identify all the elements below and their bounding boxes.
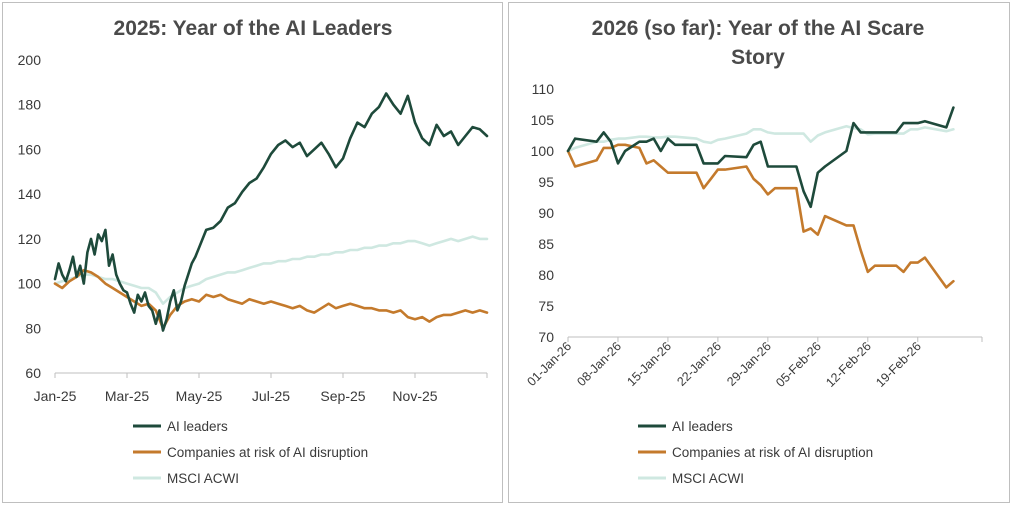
y-tick-label: 105 xyxy=(531,112,555,128)
legend-label-ai-leaders: AI leaders xyxy=(672,419,733,434)
chart-title-2025: 2025: Year of the AI Leaders xyxy=(114,17,393,40)
x-tick-label: Nov-25 xyxy=(392,388,437,404)
legend-label-msci: MSCI ACWI xyxy=(167,471,239,486)
legend-2026: AI leaders Companies at risk of AI disrup… xyxy=(638,419,873,486)
x-tick-label: Mar-25 xyxy=(105,388,150,404)
y-tick-label: 100 xyxy=(531,143,555,159)
chart-panel-2025: 2025: Year of the AI Leaders 60 80 100 120 1… xyxy=(2,2,503,503)
y-tick-label: 200 xyxy=(18,52,42,68)
x-tick-label: Jul-25 xyxy=(252,388,290,404)
legend-2025: AI leaders Companies at risk of AI disrup… xyxy=(133,419,368,486)
plot-area-2025: 60 80 100 120 140 160 180 200 Jan-25 Mar-25 May-25… xyxy=(18,52,489,404)
y-tick-label: 120 xyxy=(18,231,42,247)
y-tick-label: 100 xyxy=(18,276,42,292)
y-tick-label: 80 xyxy=(25,320,41,336)
y-tick-label: 75 xyxy=(538,298,554,314)
series-line-ai-leaders xyxy=(53,92,489,332)
legend-label-ai-leaders: AI leaders xyxy=(167,419,228,434)
y-tick-label: 70 xyxy=(538,329,554,345)
legend-label-at-risk: Companies at risk of AI disruption xyxy=(672,445,873,460)
legend-label-msci: MSCI ACWI xyxy=(672,471,744,486)
y-tick-label: 90 xyxy=(538,205,554,221)
y-tick-label: 140 xyxy=(18,186,42,202)
series-line-ai-leaders xyxy=(566,106,955,209)
x-tick-label: May-25 xyxy=(176,388,223,404)
chart-panel-2026: 2026 (so far): Year of the AI Scare Stor… xyxy=(508,2,1010,503)
y-tick-label: 85 xyxy=(538,236,554,252)
series-line-msci xyxy=(53,235,489,306)
chart-title-2026-line1: 2026 (so far): Year of the AI Scare xyxy=(592,17,925,40)
x-tick-label: Sep-25 xyxy=(320,388,365,404)
y-tick-label: 95 xyxy=(538,174,554,190)
y-tick-label: 80 xyxy=(538,267,554,283)
series-line-at-risk xyxy=(53,268,489,330)
panel-frame-2025 xyxy=(2,2,503,503)
legend-label-at-risk: Companies at risk of AI disruption xyxy=(167,445,368,460)
y-tick-label: 110 xyxy=(532,81,555,97)
chart-title-2026-line2: Story xyxy=(731,46,785,69)
y-tick-label: 60 xyxy=(25,365,41,381)
panel-frame-2026 xyxy=(508,2,1010,503)
y-tick-label: 180 xyxy=(18,97,42,113)
x-tick-label: Jan-25 xyxy=(34,388,77,404)
y-tick-label: 160 xyxy=(18,141,42,157)
